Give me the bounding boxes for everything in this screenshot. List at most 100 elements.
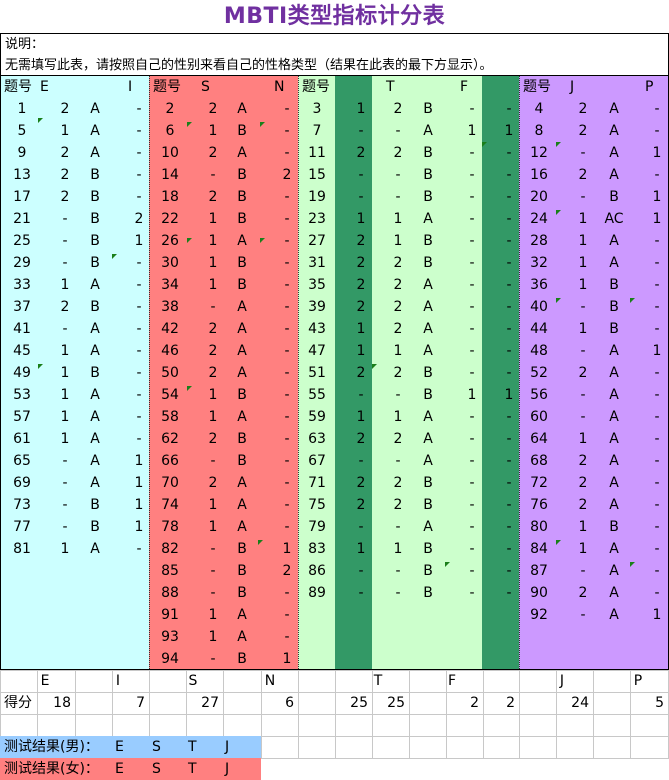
jp-cell: 1 — [578, 431, 588, 447]
tf-cell: B — [423, 541, 433, 557]
ei-cell: 1 — [60, 277, 70, 293]
sn-cell: B — [237, 563, 247, 579]
tf-cell: 1 — [393, 211, 403, 227]
tf-cell: - — [506, 519, 512, 535]
tf-cell: B — [423, 233, 433, 249]
sn-cell: 42 — [161, 321, 179, 337]
tf-cell: 2 — [393, 475, 403, 491]
jp-cell: 92 — [530, 607, 548, 623]
tf-cell: - — [469, 321, 475, 337]
sn-cell: - — [284, 189, 290, 205]
tf-cell: - — [469, 563, 475, 579]
tf-cell: - — [506, 277, 512, 293]
jp-cell: 24 — [530, 211, 548, 227]
ei-cell: 61 — [13, 431, 31, 447]
jp-cell: 76 — [530, 497, 548, 513]
tf-cell: - — [358, 519, 364, 535]
sn-cell: 1 — [208, 629, 218, 645]
ei-cell: - — [136, 123, 142, 139]
tf-cell: B — [423, 255, 433, 271]
sn-cell: - — [210, 453, 216, 469]
tf-cell: - — [358, 189, 364, 205]
tf-cell: 7 — [312, 123, 322, 139]
jp-cell: - — [654, 101, 660, 117]
jp-cell: A — [609, 365, 619, 381]
tf-cell: 1 — [356, 101, 366, 117]
jp-cell: 2 — [578, 101, 588, 117]
jp-cell: - — [654, 233, 660, 249]
ei-cell: 2 — [60, 145, 70, 161]
sn-cell: B — [237, 651, 247, 667]
sn-cell: 2 — [282, 563, 292, 579]
tf-cell: - — [506, 431, 512, 447]
ei-cell: A — [90, 409, 100, 425]
tf-cell: A — [423, 123, 433, 139]
ei-cell: 73 — [13, 497, 31, 513]
sn-cell: 54 — [161, 387, 179, 403]
score-value: 25 — [387, 695, 405, 711]
comment-marker-icon — [445, 562, 450, 567]
ei-cell: 41 — [13, 321, 31, 337]
sn-cell: - — [284, 409, 290, 425]
score-letter: I — [115, 673, 121, 689]
tf-cell: 31 — [308, 255, 326, 271]
jp-header-b: P — [645, 79, 654, 95]
sn-cell: 1 — [208, 387, 218, 403]
ei-cell: B — [90, 497, 100, 513]
sn-cell: B — [237, 277, 247, 293]
ei-cell: 1 — [60, 343, 70, 359]
ei-cell: B — [90, 365, 100, 381]
sn-cell: 78 — [161, 519, 179, 535]
sn-cell: 38 — [161, 299, 179, 315]
ei-cell: 2 — [60, 101, 70, 117]
jp-cell: A — [609, 101, 619, 117]
female-result-letter: S — [152, 761, 161, 777]
sn-cell: - — [210, 651, 216, 667]
jp-cell: 64 — [530, 431, 548, 447]
jp-cell: B — [609, 321, 619, 337]
tf-cell: 79 — [308, 519, 326, 535]
sn-cell: - — [284, 211, 290, 227]
tf-cell: 2 — [356, 233, 366, 249]
divider — [519, 76, 520, 669]
tf-cell: 2 — [356, 497, 366, 513]
tf-band-d — [482, 76, 519, 669]
sn-cell: A — [237, 321, 247, 337]
tf-cell: - — [469, 211, 475, 227]
tf-cell: - — [395, 563, 401, 579]
tf-cell: 86 — [308, 563, 326, 579]
ei-cell: 77 — [13, 519, 31, 535]
jp-cell: 2 — [578, 453, 588, 469]
tf-cell: - — [506, 453, 512, 469]
comment-marker-icon — [260, 122, 265, 127]
jp-cell: - — [654, 585, 660, 601]
ei-cell: - — [136, 167, 142, 183]
jp-cell: A — [609, 585, 619, 601]
grid-line — [0, 692, 669, 693]
tf-cell: 11 — [308, 145, 326, 161]
tf-cell: - — [469, 299, 475, 315]
jp-cell: 44 — [530, 321, 548, 337]
ei-cell: B — [90, 519, 100, 535]
tf-cell: 71 — [308, 475, 326, 491]
tf-cell: A — [423, 299, 433, 315]
ei-cell: - — [136, 343, 142, 359]
tf-cell: B — [423, 497, 433, 513]
ei-cell: - — [136, 387, 142, 403]
sn-cell: 85 — [161, 563, 179, 579]
sn-cell: - — [210, 585, 216, 601]
sn-cell: - — [284, 277, 290, 293]
tf-cell: - — [506, 299, 512, 315]
tf-cell: 35 — [308, 277, 326, 293]
ei-header-a: E — [40, 79, 49, 95]
tf-cell: 1 — [393, 233, 403, 249]
jp-cell: 1 — [578, 519, 588, 535]
jp-cell: A — [609, 607, 619, 623]
jp-cell: 12 — [530, 145, 548, 161]
ei-cell: 5 — [17, 123, 27, 139]
tf-cell: 2 — [393, 497, 403, 513]
jp-cell: 1 — [652, 145, 662, 161]
tf-cell: - — [506, 255, 512, 271]
sn-band — [149, 76, 298, 669]
sn-cell: A — [237, 475, 247, 491]
